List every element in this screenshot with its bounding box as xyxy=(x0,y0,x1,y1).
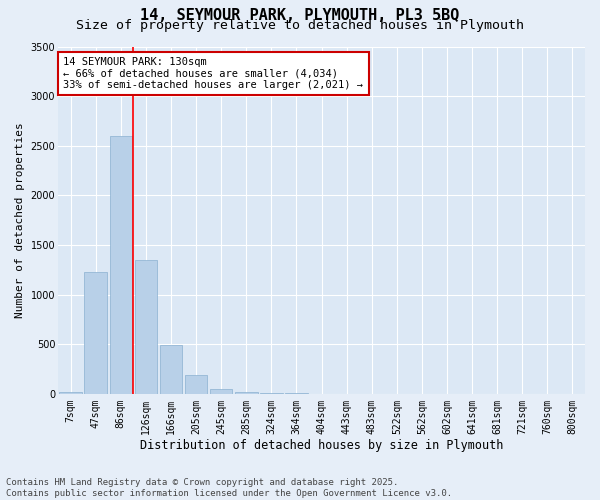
Bar xyxy=(210,389,232,394)
Bar xyxy=(235,392,257,394)
Text: Size of property relative to detached houses in Plymouth: Size of property relative to detached ho… xyxy=(76,18,524,32)
Bar xyxy=(85,272,107,394)
Text: 14, SEYMOUR PARK, PLYMOUTH, PL3 5BQ: 14, SEYMOUR PARK, PLYMOUTH, PL3 5BQ xyxy=(140,8,460,22)
Text: Contains HM Land Registry data © Crown copyright and database right 2025.
Contai: Contains HM Land Registry data © Crown c… xyxy=(6,478,452,498)
X-axis label: Distribution of detached houses by size in Plymouth: Distribution of detached houses by size … xyxy=(140,440,503,452)
Text: 14 SEYMOUR PARK: 130sqm
← 66% of detached houses are smaller (4,034)
33% of semi: 14 SEYMOUR PARK: 130sqm ← 66% of detache… xyxy=(64,57,364,90)
Y-axis label: Number of detached properties: Number of detached properties xyxy=(15,122,25,318)
Bar xyxy=(134,260,157,394)
Bar xyxy=(110,136,132,394)
Bar xyxy=(160,345,182,394)
Bar xyxy=(185,376,208,394)
Bar xyxy=(59,392,82,394)
